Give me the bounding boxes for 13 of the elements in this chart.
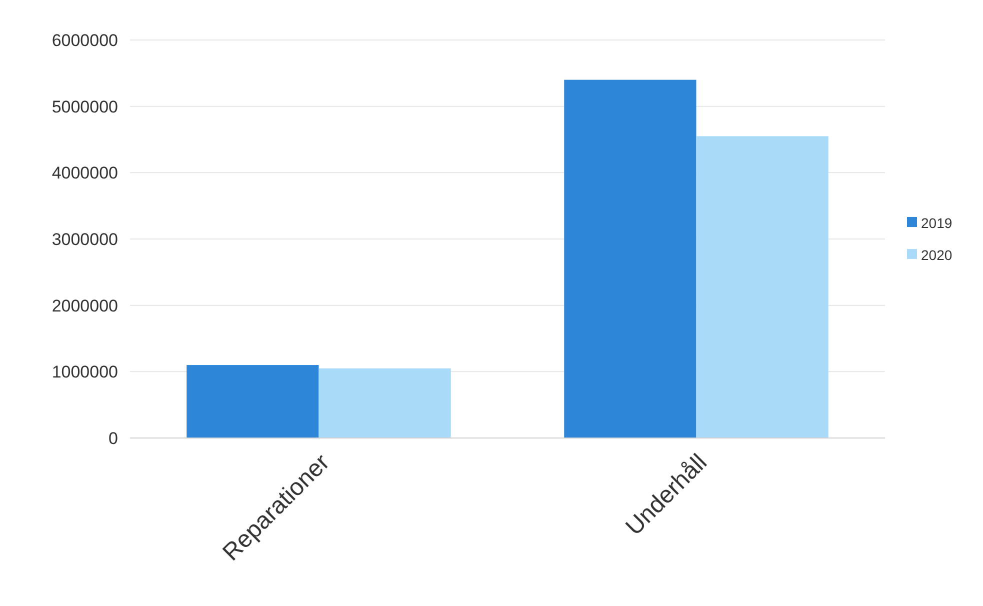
y-tick-label: 2000000 [52,296,118,316]
bar [564,80,696,438]
legend-label: 2020 [921,246,952,263]
y-tick-label: 5000000 [52,97,118,116]
legend-label: 2019 [921,214,952,231]
y-tick-label: 3000000 [52,230,118,249]
y-tick-label: 4000000 [52,164,118,183]
bar [696,136,828,438]
bar [318,368,451,438]
y-tick-label: 1000000 [52,362,118,382]
y-tick-label: 0 [108,428,118,448]
y-tick-label: 6000000 [52,30,118,50]
bar [186,365,319,438]
